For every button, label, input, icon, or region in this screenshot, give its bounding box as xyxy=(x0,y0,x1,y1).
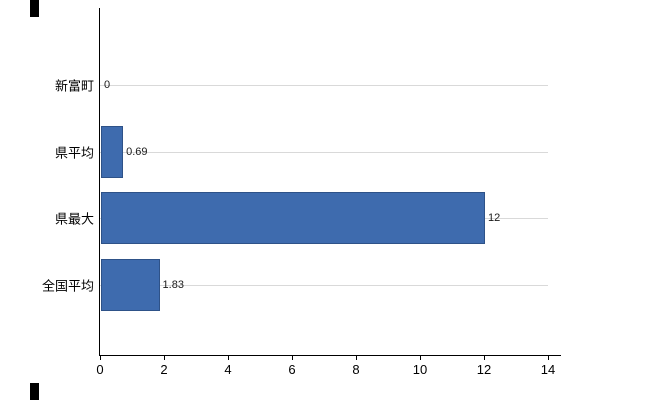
bar-1 xyxy=(101,125,124,178)
x-tick-label: 8 xyxy=(352,362,360,377)
x-tick-mark xyxy=(228,356,229,360)
bar-2 xyxy=(101,192,485,245)
x-tick-mark xyxy=(356,356,357,360)
bar-value-label: 1.83 xyxy=(162,279,184,292)
y-axis-line xyxy=(99,8,100,356)
gridline xyxy=(100,151,548,153)
x-tick-label: 14 xyxy=(540,362,556,377)
x-tick-label: 4 xyxy=(224,362,232,377)
bar-value-label: 12 xyxy=(488,212,501,225)
category-label: 新富町 xyxy=(54,78,94,94)
x-tick-mark xyxy=(548,356,549,360)
x-tick-label: 0 xyxy=(96,362,104,377)
x-tick-label: 10 xyxy=(412,362,428,377)
x-axis-line xyxy=(99,355,561,356)
x-tick-label: 6 xyxy=(288,362,296,377)
category-label: 県平均 xyxy=(54,145,94,161)
x-tick-mark xyxy=(484,356,485,360)
x-tick-mark xyxy=(164,356,165,360)
left-edge-artifact-bottom xyxy=(30,383,39,400)
x-tick-label: 2 xyxy=(160,362,168,377)
left-edge-artifact-top xyxy=(30,0,39,17)
x-tick-label: 12 xyxy=(476,362,492,377)
bar-value-label: 0.69 xyxy=(126,145,148,158)
x-tick-mark xyxy=(100,356,101,360)
gridline xyxy=(100,85,548,86)
gridline xyxy=(100,285,548,287)
category-label: 全国平均 xyxy=(41,278,94,294)
bar-3 xyxy=(101,259,160,312)
x-tick-mark xyxy=(420,356,421,360)
category-label: 県最大 xyxy=(54,211,94,227)
bar-value-label: 0 xyxy=(104,79,111,91)
x-tick-mark xyxy=(292,356,293,360)
